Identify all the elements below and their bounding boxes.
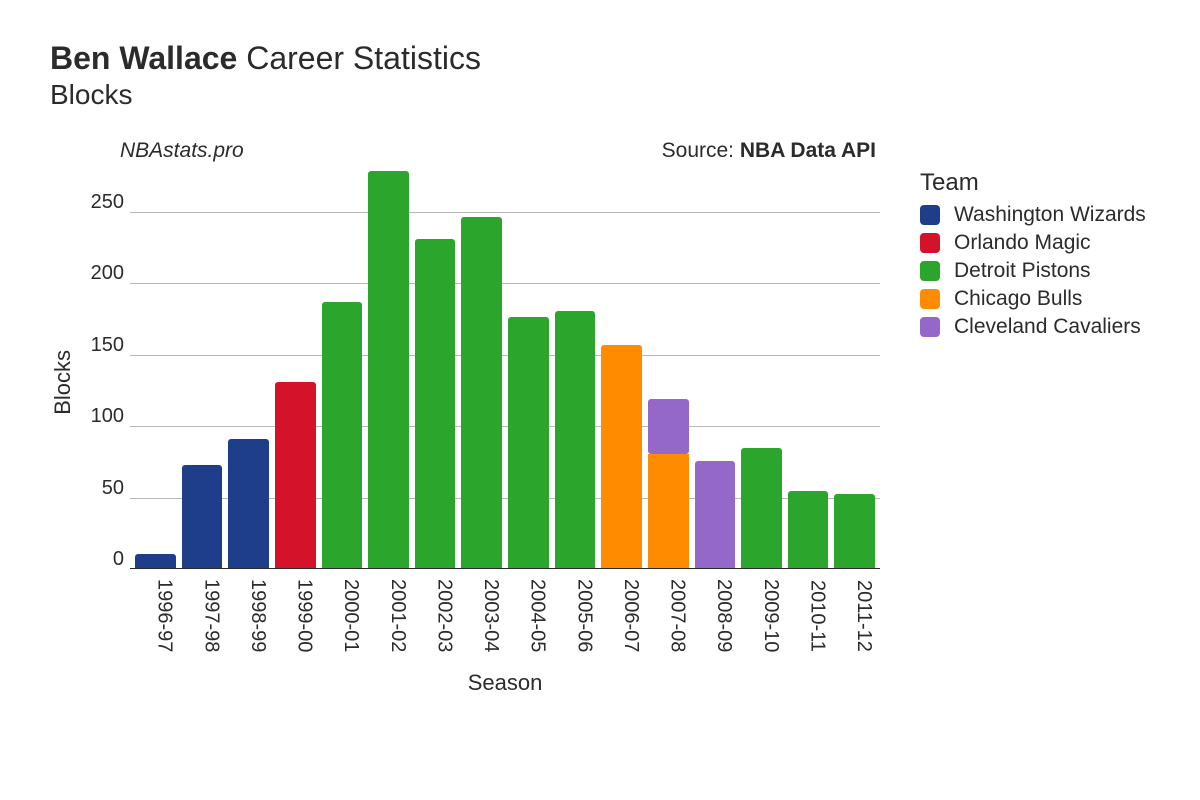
bar — [741, 448, 782, 568]
source-credit: Source: NBA Data API — [662, 139, 876, 163]
legend: Team Washington Wizards Orlando Magic Detr… — [920, 169, 1146, 343]
chart-subtitle: Blocks — [50, 79, 1150, 111]
bar-segment — [322, 302, 363, 568]
bar — [648, 399, 689, 568]
legend-label: Orlando Magic — [954, 231, 1091, 255]
x-tick: 2001-02 — [368, 575, 409, 652]
legend-swatch — [920, 317, 940, 337]
bar — [695, 461, 736, 568]
bar-segment — [415, 239, 456, 568]
x-tick: 2006-07 — [601, 575, 642, 652]
x-tick: 2008-09 — [695, 575, 736, 652]
bar-segment — [368, 171, 409, 568]
x-tick: 1999-00 — [275, 575, 316, 652]
x-tick: 2000-01 — [322, 575, 363, 652]
bar-segment — [508, 317, 549, 568]
title-block: Ben Wallace Career Statistics Blocks — [50, 40, 1150, 111]
x-tick: 2010-11 — [788, 575, 829, 652]
bar — [368, 171, 409, 568]
chart-container: Ben Wallace Career Statistics Blocks NBA… — [0, 0, 1200, 716]
legend-label: Washington Wizards — [954, 203, 1146, 227]
bar — [508, 317, 549, 568]
x-tick: 1998-99 — [228, 575, 269, 652]
chart-area: NBAstats.pro Source: NBA Data API Blocks… — [50, 139, 1150, 696]
legend-item: Detroit Pistons — [920, 259, 1146, 283]
x-axis-ticks: 1996-971997-981998-991999-002000-012001-… — [130, 569, 880, 652]
y-axis-ticks: 050100150200250 — [82, 169, 130, 569]
x-tick: 2004-05 — [508, 575, 549, 652]
bar — [601, 345, 642, 568]
x-tick: 2009-10 — [741, 575, 782, 652]
bar-segment — [695, 461, 736, 568]
source-prefix: Source: — [662, 139, 740, 162]
legend-title: Team — [920, 169, 1146, 197]
legend-swatch — [920, 233, 940, 253]
plot-column: 1996-971997-981998-991999-002000-012001-… — [130, 169, 880, 696]
bar — [461, 217, 502, 568]
y-axis-label: Blocks — [50, 350, 76, 415]
chart-title: Ben Wallace Career Statistics — [50, 40, 1150, 77]
bar — [788, 491, 829, 568]
bar — [135, 554, 176, 568]
bar-segment — [741, 448, 782, 568]
bar-segment — [601, 345, 642, 568]
bar-segment — [275, 382, 316, 568]
bar-segment — [461, 217, 502, 568]
legend-item: Cleveland Cavaliers — [920, 315, 1146, 339]
bar-segment — [135, 554, 176, 568]
bar-segment — [648, 399, 689, 453]
bar — [275, 382, 316, 568]
legend-item: Chicago Bulls — [920, 287, 1146, 311]
x-tick: 2002-03 — [415, 575, 456, 652]
bar-segment — [555, 311, 596, 568]
x-tick: 2007-08 — [648, 575, 689, 652]
legend-swatch — [920, 289, 940, 309]
bar — [228, 439, 269, 568]
chart-left: NBAstats.pro Source: NBA Data API Blocks… — [50, 139, 880, 696]
bar — [834, 494, 875, 568]
title-suffix: Career Statistics — [246, 40, 481, 76]
x-tick: 1996-97 — [135, 575, 176, 652]
x-tick: 2011-12 — [834, 575, 875, 652]
bar-segment — [182, 465, 223, 568]
legend-swatch — [920, 261, 940, 281]
bar-segment — [834, 494, 875, 568]
legend-label: Detroit Pistons — [954, 259, 1091, 283]
x-tick: 2003-04 — [461, 575, 502, 652]
legend-swatch — [920, 205, 940, 225]
x-axis-label: Season — [130, 670, 880, 696]
source-name: NBA Data API — [740, 139, 876, 162]
site-credit: NBAstats.pro — [120, 139, 244, 163]
legend-label: Chicago Bulls — [954, 287, 1082, 311]
bar-segment — [228, 439, 269, 568]
bar-segment — [788, 491, 829, 568]
bar — [415, 239, 456, 568]
bar-segment — [648, 454, 689, 568]
legend-item: Washington Wizards — [920, 203, 1146, 227]
bar — [182, 465, 223, 568]
legend-label: Cleveland Cavaliers — [954, 315, 1141, 339]
bars-group — [130, 169, 880, 568]
bar — [322, 302, 363, 568]
plot-area — [130, 169, 880, 569]
x-tick: 2005-06 — [555, 575, 596, 652]
attribution-row: NBAstats.pro Source: NBA Data API — [50, 139, 876, 163]
legend-item: Orlando Magic — [920, 231, 1146, 255]
plot-wrap: Blocks 050100150200250 1996-971997-98199… — [50, 169, 880, 696]
player-name: Ben Wallace — [50, 40, 237, 76]
x-tick: 1997-98 — [182, 575, 223, 652]
bar — [555, 311, 596, 568]
